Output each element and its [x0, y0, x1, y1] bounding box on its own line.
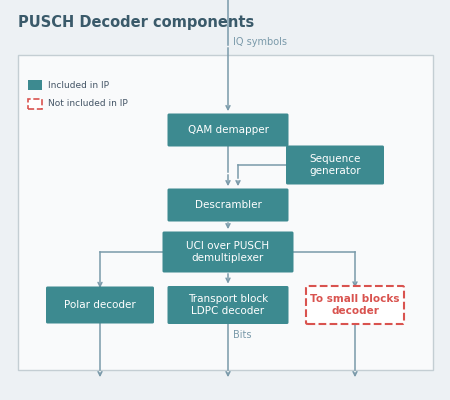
FancyBboxPatch shape — [286, 146, 384, 184]
FancyBboxPatch shape — [167, 188, 288, 222]
Text: UCI over PUSCH
demultiplexer: UCI over PUSCH demultiplexer — [186, 241, 270, 263]
Text: To small blocks
decoder: To small blocks decoder — [310, 294, 400, 316]
Bar — [18, 55, 433, 370]
FancyBboxPatch shape — [46, 286, 154, 324]
Text: QAM demapper: QAM demapper — [188, 125, 269, 135]
FancyBboxPatch shape — [167, 114, 288, 146]
Text: Bits: Bits — [233, 330, 252, 340]
Text: Not included in IP: Not included in IP — [48, 100, 128, 108]
Bar — [28, 80, 42, 90]
Text: PUSCH Decoder components: PUSCH Decoder components — [18, 15, 254, 30]
Text: Descrambler: Descrambler — [194, 200, 261, 210]
FancyBboxPatch shape — [162, 232, 293, 272]
Text: Polar decoder: Polar decoder — [64, 300, 136, 310]
Text: Sequence
generator: Sequence generator — [309, 154, 361, 176]
FancyBboxPatch shape — [306, 286, 404, 324]
Bar — [28, 99, 42, 109]
Text: Included in IP: Included in IP — [48, 80, 109, 90]
Text: Transport block
LDPC decoder: Transport block LDPC decoder — [188, 294, 268, 316]
Text: IQ symbols: IQ symbols — [233, 37, 287, 47]
FancyBboxPatch shape — [167, 286, 288, 324]
